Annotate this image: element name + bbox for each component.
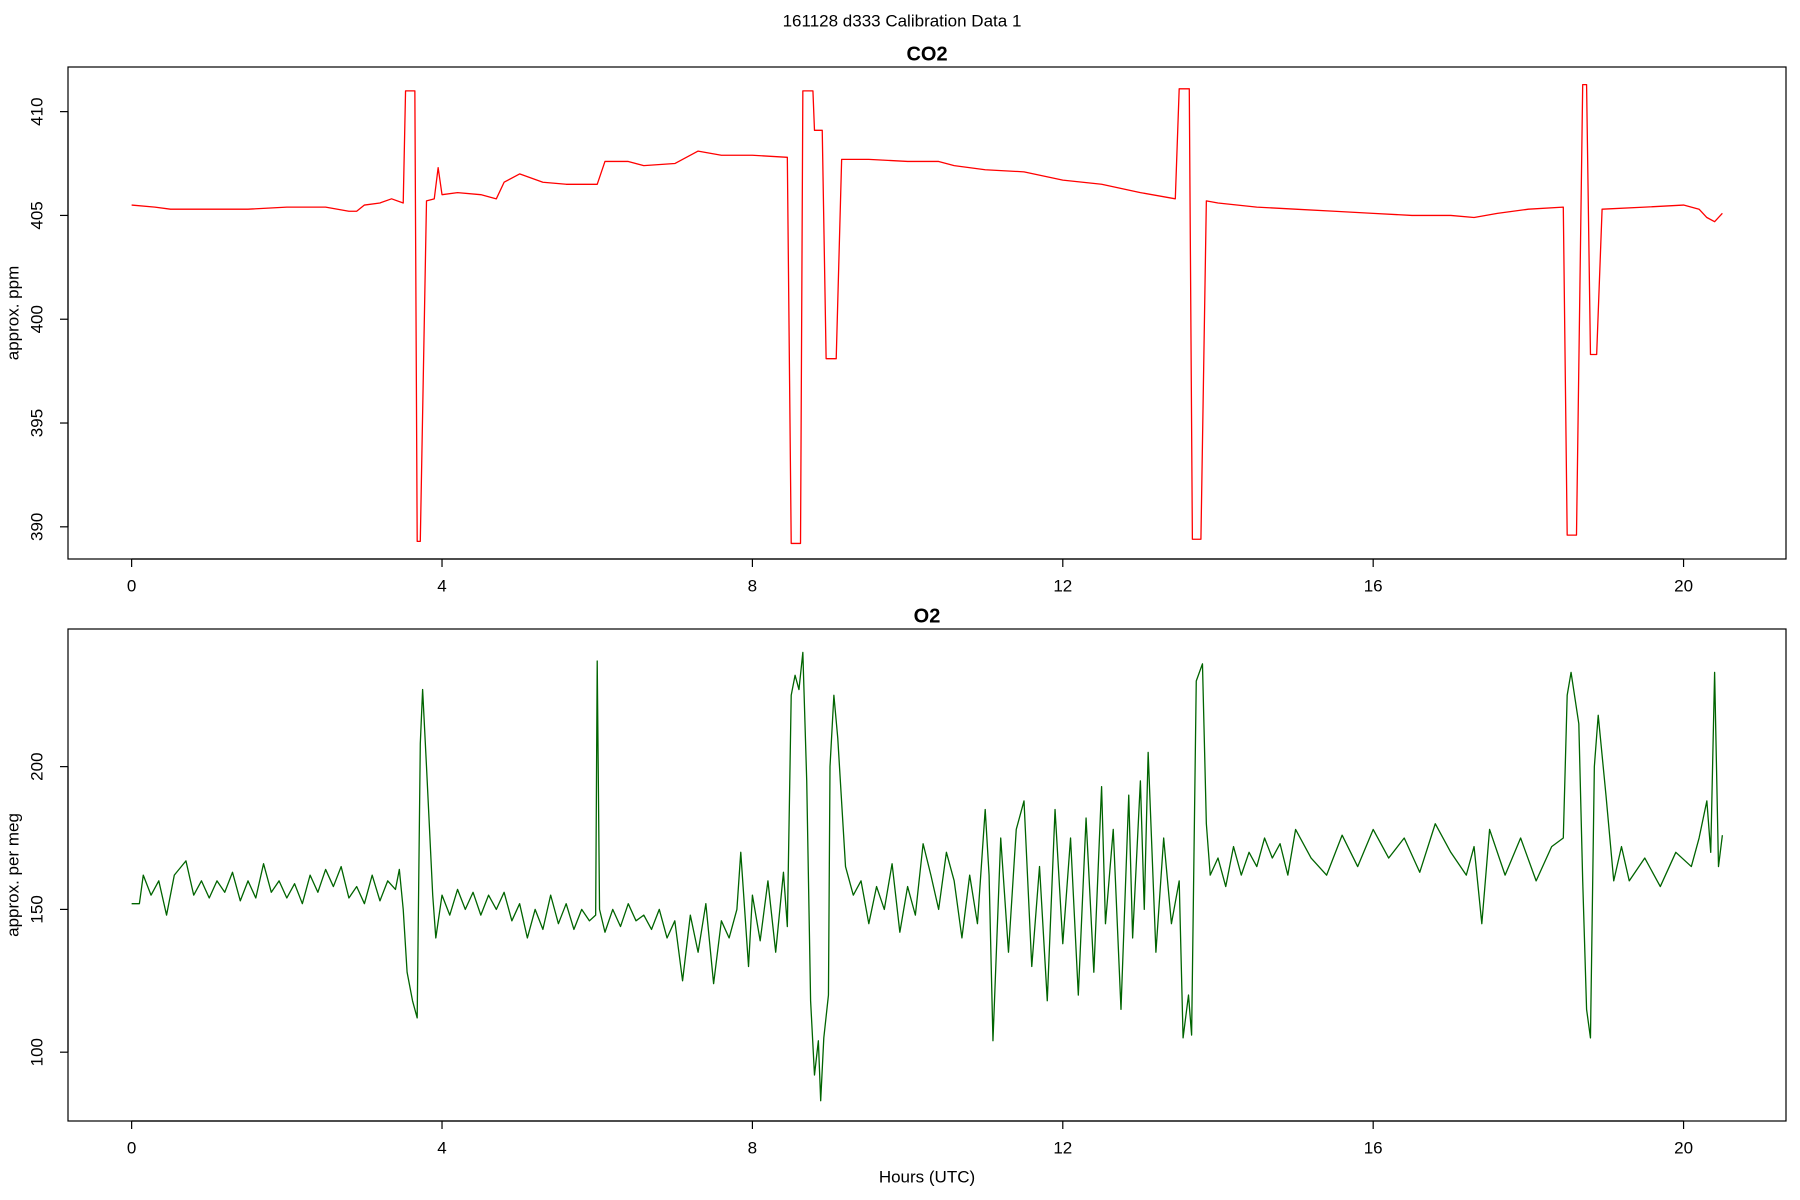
y-tick-label: 100 xyxy=(27,1038,46,1066)
x-tick-label: 4 xyxy=(437,576,446,595)
y-tick-label: 200 xyxy=(27,752,46,780)
plot-frame xyxy=(67,628,1787,1122)
x-tick-label: 12 xyxy=(1053,576,1072,595)
plot-frame xyxy=(67,66,1787,560)
x-tick-label: 0 xyxy=(127,1138,136,1157)
panel-title: O2 xyxy=(914,605,941,627)
figure-title: 161128 d333 Calibration Data 1 xyxy=(783,11,1022,30)
y-tick-label: 150 xyxy=(27,895,46,923)
x-axis-label: Hours (UTC) xyxy=(879,1167,975,1186)
x-tick-label: 8 xyxy=(748,576,757,595)
y-tick-label: 410 xyxy=(27,97,46,125)
x-tick-label: 16 xyxy=(1364,576,1383,595)
y-tick-label: 395 xyxy=(27,409,46,437)
x-tick-label: 8 xyxy=(748,1138,757,1157)
y-tick-label: 390 xyxy=(27,513,46,541)
x-tick-label: 12 xyxy=(1053,1138,1072,1157)
panel-title: CO2 xyxy=(906,43,947,65)
y-tick-label: 405 xyxy=(27,201,46,229)
x-tick-label: 16 xyxy=(1364,1138,1383,1157)
x-tick-label: 20 xyxy=(1674,576,1693,595)
x-tick-label: 0 xyxy=(127,576,136,595)
y-axis-label: approx. per meg xyxy=(3,813,22,937)
data-line xyxy=(131,84,1723,545)
x-tick-label: 4 xyxy=(437,1138,446,1157)
data-line xyxy=(131,651,1724,1102)
y-axis-label: approx. ppm xyxy=(3,266,22,361)
x-tick-label: 20 xyxy=(1674,1138,1693,1157)
y-tick-label: 400 xyxy=(27,305,46,333)
